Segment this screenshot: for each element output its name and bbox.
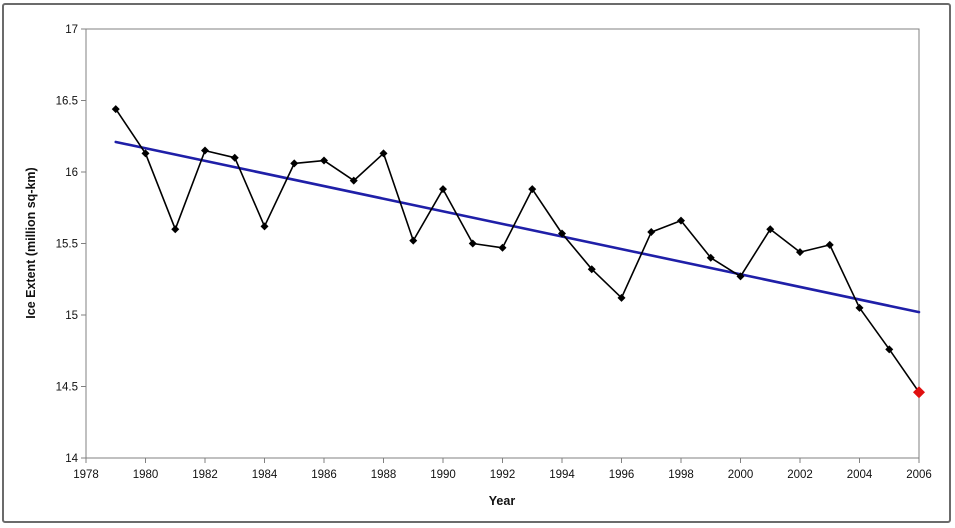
- y-tick-label: 17: [65, 24, 78, 36]
- x-tick-label: 1980: [133, 469, 159, 481]
- data-point: [111, 105, 120, 114]
- y-tick-label: 14: [65, 453, 78, 465]
- x-tick-label: 1984: [252, 469, 278, 481]
- x-tick-label: 1982: [192, 469, 218, 481]
- data-point: [796, 248, 804, 257]
- data-point: [736, 272, 745, 281]
- data-point: [825, 240, 834, 249]
- x-tick-label: 2006: [906, 469, 932, 481]
- y-tick-label: 16.5: [56, 96, 78, 108]
- x-tick-label: 2004: [847, 469, 873, 481]
- data-point: [558, 229, 566, 238]
- data-point: [290, 159, 299, 168]
- data-point: [766, 225, 775, 234]
- series-layer: [111, 105, 925, 399]
- x-tick-label: 1998: [668, 469, 694, 481]
- data-point: [171, 225, 180, 234]
- x-tick-label: 1994: [549, 469, 575, 481]
- ice-extent-chart: 14 14.5 15 15.5 16 16.5 17 1978 1980 1982 1984 198…: [24, 24, 932, 508]
- x-tick-label: 1978: [73, 469, 99, 481]
- y-tick-label: 14.5: [56, 382, 78, 394]
- x-tick-label: 2000: [728, 469, 754, 481]
- data-point: [260, 222, 269, 231]
- data-point: [528, 185, 537, 194]
- data-point: [706, 253, 715, 262]
- y-tick-label: 15: [65, 310, 78, 322]
- data-point: [141, 149, 150, 158]
- data-point: [409, 236, 418, 245]
- x-tick-label: 1990: [430, 469, 456, 481]
- trend-line: [114, 140, 921, 314]
- x-tick-label: 2002: [787, 469, 813, 481]
- data-point: [855, 303, 864, 312]
- data-point: [230, 153, 239, 162]
- y-tick-label: 15.5: [56, 239, 78, 251]
- x-tick-label: 1986: [311, 469, 337, 481]
- plot-area: [85, 28, 920, 459]
- highlight-data-point: [913, 386, 925, 399]
- data-point: [468, 239, 477, 248]
- y-tick-label: 16: [65, 167, 78, 179]
- x-tick-label: 1996: [609, 469, 635, 481]
- x-axis: 1978 1980 1982 1984 1986 1988 1990 1992 1994 1996…: [73, 458, 932, 481]
- data-point: [439, 185, 447, 194]
- data-point: [498, 243, 507, 252]
- data-point: [677, 216, 685, 225]
- y-axis-title: Ice Extent (million sq-km): [24, 167, 38, 318]
- x-tick-label: 1988: [371, 469, 397, 481]
- data-point: [320, 156, 328, 165]
- data-point: [647, 228, 656, 237]
- series-line: [115, 108, 920, 393]
- y-axis: 14 14.5 15 15.5 16 16.5 17: [56, 24, 86, 465]
- data-point: [617, 293, 626, 302]
- x-tick-label: 1992: [490, 469, 516, 481]
- data-point: [349, 176, 358, 185]
- data-point: [885, 345, 894, 354]
- data-point: [587, 265, 596, 274]
- data-point: [379, 149, 388, 158]
- x-axis-title: Year: [489, 494, 516, 508]
- data-point: [201, 146, 209, 155]
- chart-frame: 14 14.5 15 15.5 16 16.5 17 1978 1980 1982 1984 198…: [2, 3, 951, 523]
